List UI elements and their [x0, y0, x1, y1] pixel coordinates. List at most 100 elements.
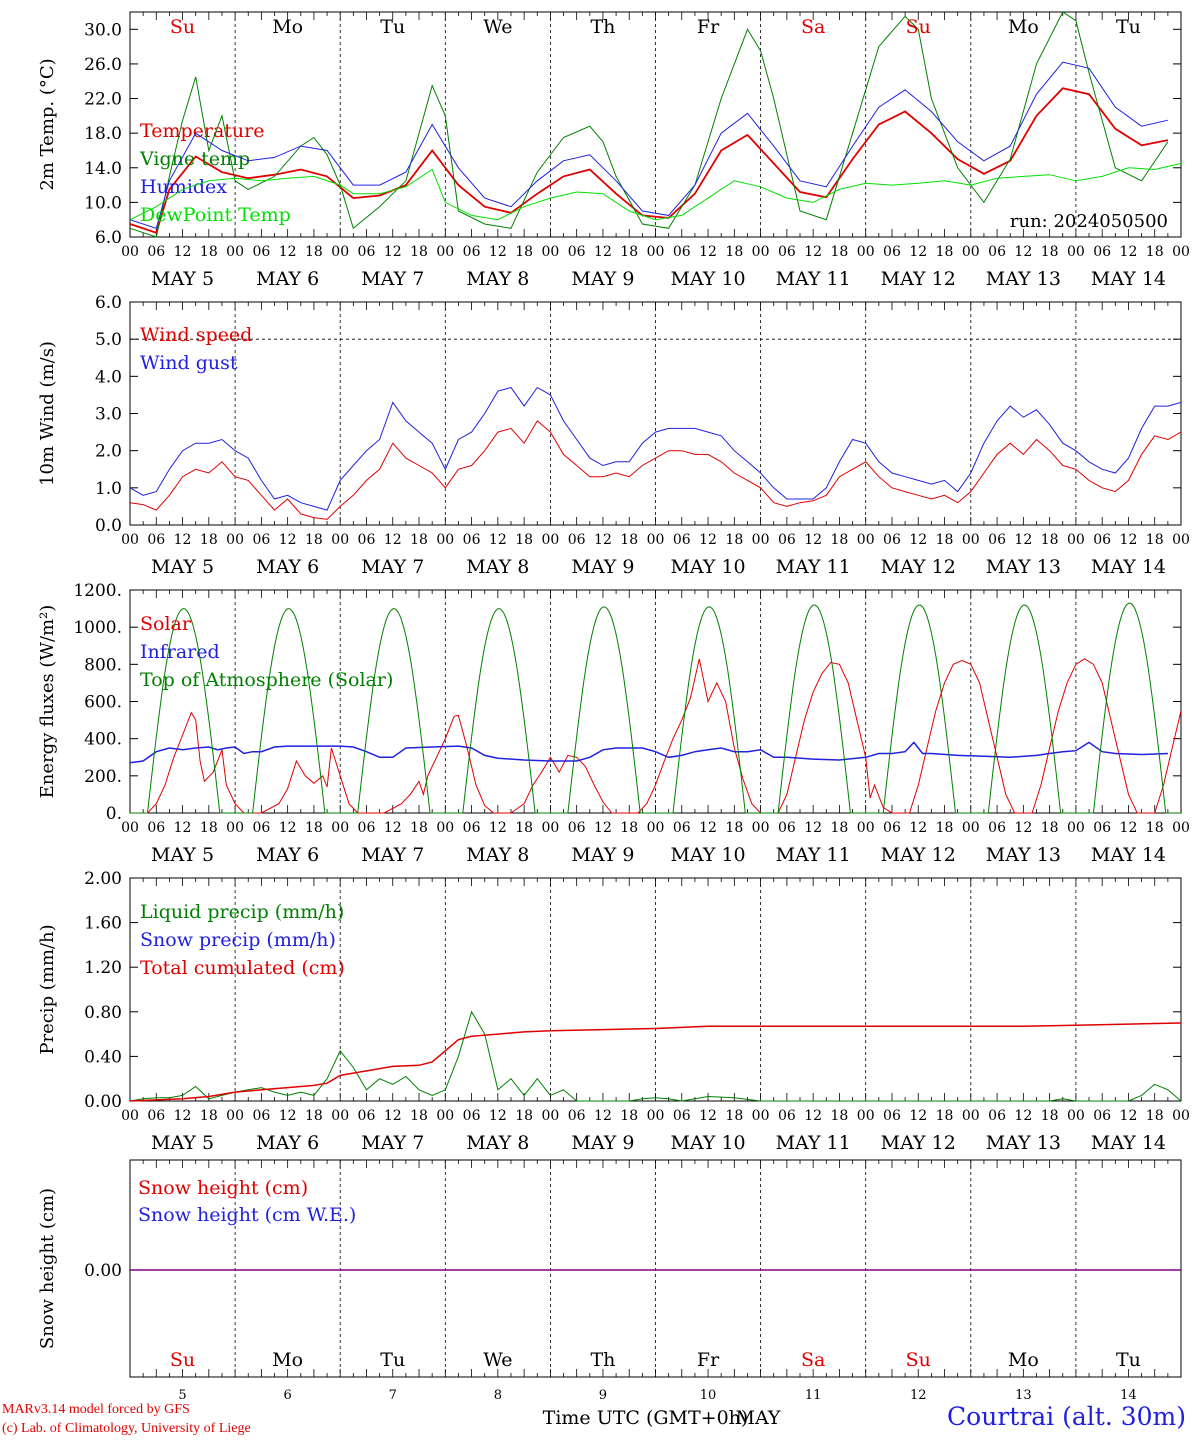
hour-tick-label: 18 — [831, 820, 849, 836]
x-axis-month: MAY — [736, 1407, 781, 1429]
hour-tick-label: 12 — [489, 1108, 507, 1124]
hour-tick-label: 12 — [594, 820, 612, 836]
day-label: MAY 14 — [1091, 268, 1166, 290]
y-tick-label: 10.0 — [84, 193, 122, 213]
hour-tick-label: 18 — [831, 244, 849, 260]
y-tick-label: 800. — [84, 655, 122, 675]
hour-tick-label: 00 — [1067, 820, 1085, 836]
hour-tick-label: 00 — [752, 820, 770, 836]
day-label: MAY 8 — [466, 844, 529, 866]
hour-tick-label: 12 — [909, 820, 927, 836]
hour-tick-label: 00 — [1172, 532, 1190, 548]
hour-tick-label: 00 — [962, 532, 980, 548]
day-label: MAY 11 — [776, 1132, 851, 1154]
hour-tick-label: 00 — [541, 244, 559, 260]
weekday-label: Sa — [801, 1349, 825, 1371]
weekday-label: Su — [906, 1349, 931, 1371]
day-label: MAY 13 — [986, 268, 1061, 290]
hour-tick-label: 18 — [515, 244, 533, 260]
day-label: MAY 8 — [466, 268, 529, 290]
day-label: MAY 5 — [151, 844, 214, 866]
day-label: MAY 13 — [986, 844, 1061, 866]
hour-tick-label: 00 — [1172, 244, 1190, 260]
hour-tick-label: 18 — [200, 1108, 218, 1124]
legend-entry: Snow precip (mm/h) — [140, 929, 336, 951]
series-line — [130, 602, 1181, 814]
y-tick-label: 30.0 — [84, 20, 122, 40]
legend-entry: Vigne temp — [139, 148, 250, 170]
hour-tick-label: 06 — [1093, 532, 1111, 548]
panel-frame — [129, 589, 1182, 814]
y-tick-label: 3.0 — [95, 405, 122, 425]
hour-tick-label: 00 — [647, 532, 665, 548]
y-axis-label: 2m Temp. (°C) — [37, 58, 58, 190]
hour-tick-label: 18 — [936, 244, 954, 260]
hour-tick-label: 06 — [988, 244, 1006, 260]
hour-tick-label: 00 — [541, 1108, 559, 1124]
hour-tick-label: 12 — [804, 820, 822, 836]
hour-tick-label: 00 — [647, 1108, 665, 1124]
weekday-label: Su — [906, 16, 931, 38]
hour-tick-label: 18 — [831, 532, 849, 548]
day-label: MAY 8 — [466, 556, 529, 578]
panel-frame — [129, 301, 1182, 526]
panel-2: 0.0 1.0 2.0 3.0 4.0 5.0 6.0 10m Wind (m/s) 00 06 1… — [37, 293, 1190, 578]
y-tick-label: 6.0 — [95, 293, 122, 313]
day-number: 14 — [1120, 1388, 1137, 1403]
hour-tick-label: 12 — [384, 820, 402, 836]
y-tick-label: 1.20 — [84, 958, 122, 978]
legend-entry: Solar — [140, 613, 192, 635]
hour-tick-label: 12 — [594, 532, 612, 548]
hour-tick-label: 18 — [1146, 1108, 1164, 1124]
day-label: MAY 14 — [1091, 1132, 1166, 1154]
y-tick-label: 26.0 — [84, 55, 122, 75]
day-label: MAY 12 — [881, 556, 956, 578]
hour-tick-label: 18 — [1146, 532, 1164, 548]
y-tick-label: 5.0 — [95, 330, 122, 350]
hour-tick-label: 00 — [752, 1108, 770, 1124]
day-number: 10 — [700, 1388, 717, 1403]
hour-tick-label: 00 — [541, 820, 559, 836]
legend-entry: Snow height (cm) — [138, 1177, 308, 1199]
hour-tick-label: 00 — [857, 1108, 875, 1124]
day-number: 5 — [178, 1388, 186, 1403]
legend-entry: Liquid precip (mm/h) — [140, 901, 344, 923]
day-label: MAY 8 — [466, 1132, 529, 1154]
day-number: 9 — [599, 1388, 607, 1403]
hour-tick-label: 18 — [936, 820, 954, 836]
weekday-label: Su — [170, 1349, 195, 1371]
y-tick-label: 1200. — [73, 581, 122, 601]
legend-entry: Humidex — [140, 176, 227, 198]
day-label: MAY 12 — [881, 1132, 956, 1154]
weekday-label: Sa — [801, 16, 825, 38]
hour-tick-label: 18 — [410, 820, 428, 836]
hour-tick-label: 00 — [226, 820, 244, 836]
hour-tick-label: 06 — [147, 244, 165, 260]
day-label: MAY 9 — [571, 844, 634, 866]
hour-tick-label: 06 — [673, 532, 691, 548]
hour-tick-label: 12 — [1014, 244, 1032, 260]
hour-tick-label: 06 — [358, 244, 376, 260]
hour-tick-label: 18 — [620, 820, 638, 836]
hour-tick-label: 06 — [778, 244, 796, 260]
hour-tick-label: 18 — [200, 532, 218, 548]
y-tick-label: 0.0 — [95, 516, 122, 536]
hour-tick-label: 06 — [463, 820, 481, 836]
y-tick-label: 0.00 — [84, 1092, 122, 1112]
hour-tick-label: 12 — [174, 820, 192, 836]
legend-entry: Top of Atmosphere (Solar) — [140, 669, 393, 691]
day-number: 7 — [389, 1388, 397, 1403]
hour-tick-label: 06 — [778, 532, 796, 548]
day-number: 6 — [284, 1388, 292, 1403]
hour-tick-label: 12 — [804, 1108, 822, 1124]
series-line — [129, 1022, 1182, 1102]
hour-tick-label: 06 — [252, 1108, 270, 1124]
legend-entry: Wind gust — [140, 352, 238, 374]
hour-tick-label: 18 — [620, 532, 638, 548]
panel-3: 0. 200. 400. 600. 800. 1000. 1200. Energy fluxe… — [37, 581, 1190, 866]
y-tick-label: 200. — [84, 767, 122, 787]
hour-tick-label: 00 — [962, 244, 980, 260]
hour-tick-label: 06 — [463, 532, 481, 548]
day-label: MAY 6 — [256, 268, 319, 290]
legend-entry: Wind speed — [140, 324, 252, 346]
